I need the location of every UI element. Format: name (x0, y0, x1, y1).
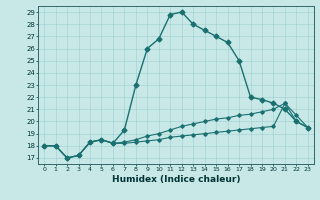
X-axis label: Humidex (Indice chaleur): Humidex (Indice chaleur) (112, 175, 240, 184)
